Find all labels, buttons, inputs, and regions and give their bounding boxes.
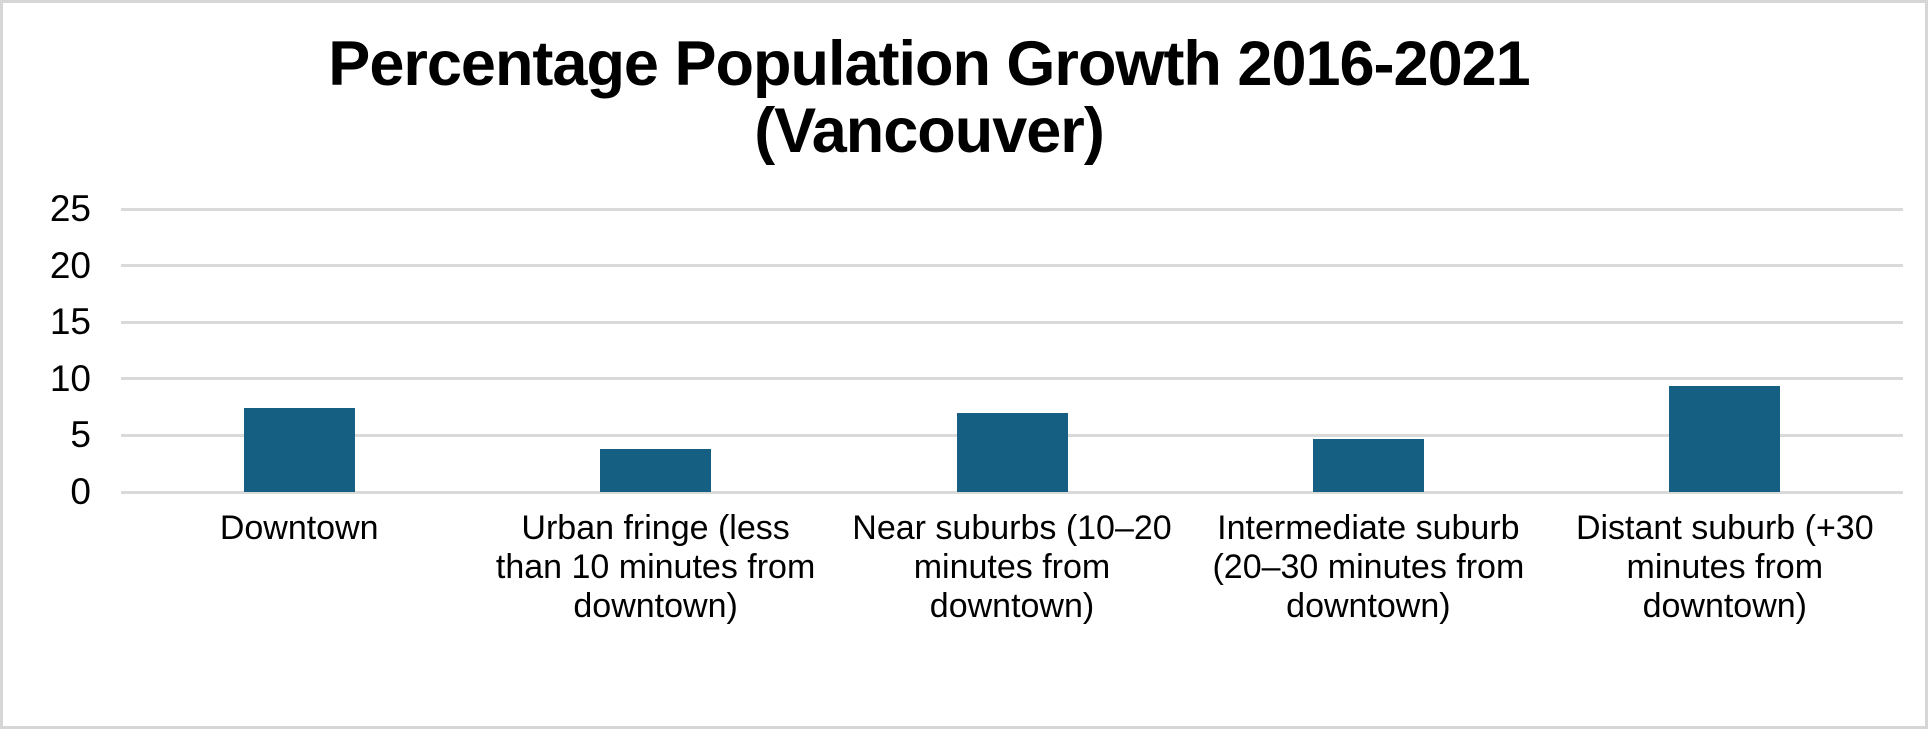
gridline-15 [121, 320, 1903, 324]
bar-3 [956, 412, 1068, 492]
bar-5 [1669, 385, 1781, 492]
y-axis-tick-label-10: 10 [49, 357, 91, 399]
bar-1 [243, 408, 355, 492]
gridline-0 [121, 490, 1903, 494]
chart-title-line-2: (Vancouver) [754, 96, 1105, 166]
bar-2 [600, 448, 712, 492]
x-axis-category-label-3: Near suburbs (10–20 minutes from downtow… [852, 509, 1172, 625]
x-axis-category-label-4: Intermediate suburb (20–30 minutes from … [1212, 509, 1525, 625]
y-axis-tick-label-5: 5 [70, 414, 91, 456]
chart-title-line-1: Percentage Population Growth 2016-2021 [328, 29, 1530, 99]
x-axis-category-label-5: Distant suburb (+30 minutes from downtow… [1575, 509, 1874, 625]
y-axis-tick-label-0: 0 [70, 471, 91, 512]
x-axis-category-label-1: Downtown [219, 509, 379, 547]
y-axis-tick-label-25: 25 [49, 188, 91, 229]
gridline-25 [121, 207, 1903, 211]
gridline-20 [121, 264, 1903, 268]
y-axis-tick-label-20: 20 [49, 244, 91, 286]
x-axis-category-label-2: Urban fringe (less than 10 minutes from … [495, 509, 816, 625]
y-axis-tick-label-15: 15 [49, 301, 91, 343]
chart-title: Percentage Population Growth 2016-2021 (… [3, 31, 1855, 165]
bar-4 [1312, 438, 1424, 492]
gridline-10 [121, 377, 1903, 381]
